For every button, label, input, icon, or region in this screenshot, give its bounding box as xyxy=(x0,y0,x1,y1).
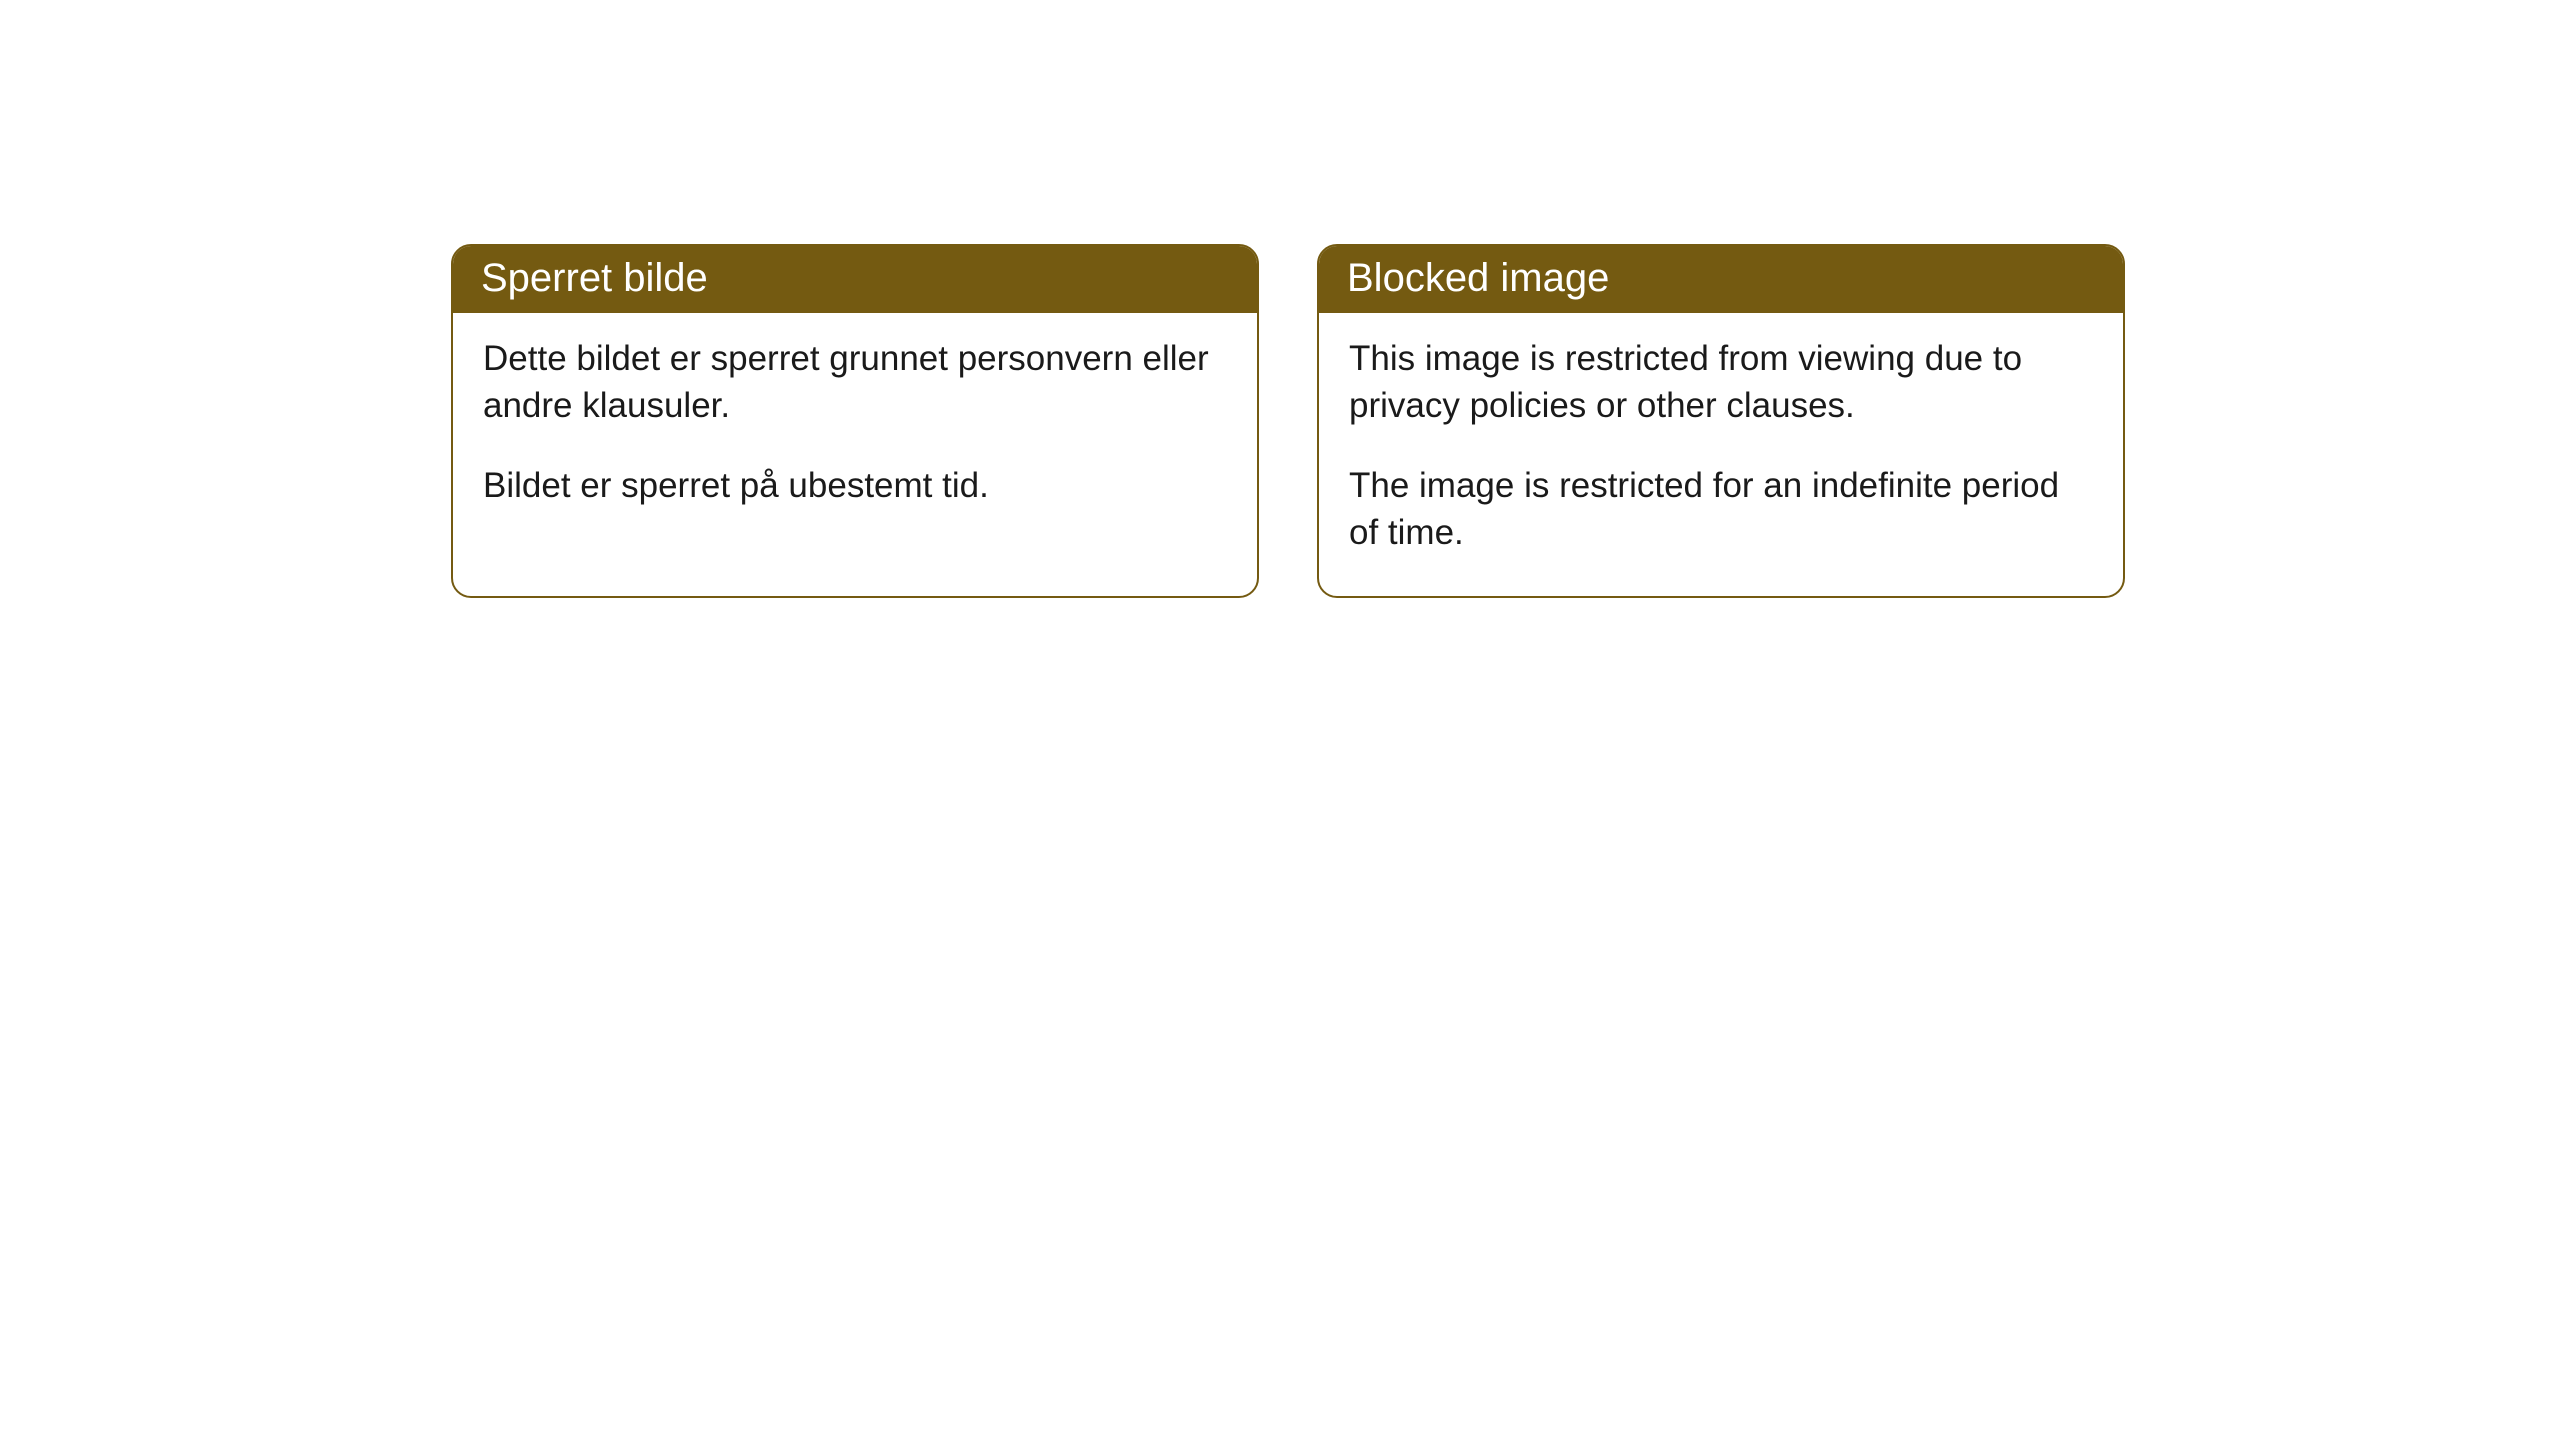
card-paragraph: Dette bildet er sperret grunnet personve… xyxy=(483,335,1227,430)
card-paragraph: The image is restricted for an indefinit… xyxy=(1349,462,2093,557)
card-paragraph: This image is restricted from viewing du… xyxy=(1349,335,2093,430)
blocked-image-card-english: Blocked image This image is restricted f… xyxy=(1317,244,2125,598)
card-header-english: Blocked image xyxy=(1319,246,2123,313)
card-paragraph: Bildet er sperret på ubestemt tid. xyxy=(483,462,1227,509)
card-body-english: This image is restricted from viewing du… xyxy=(1319,313,2123,596)
card-title: Blocked image xyxy=(1347,256,1609,300)
notice-cards-container: Sperret bilde Dette bildet er sperret gr… xyxy=(0,0,2560,598)
blocked-image-card-norwegian: Sperret bilde Dette bildet er sperret gr… xyxy=(451,244,1259,598)
card-header-norwegian: Sperret bilde xyxy=(453,246,1257,313)
card-title: Sperret bilde xyxy=(481,256,708,300)
card-body-norwegian: Dette bildet er sperret grunnet personve… xyxy=(453,313,1257,549)
